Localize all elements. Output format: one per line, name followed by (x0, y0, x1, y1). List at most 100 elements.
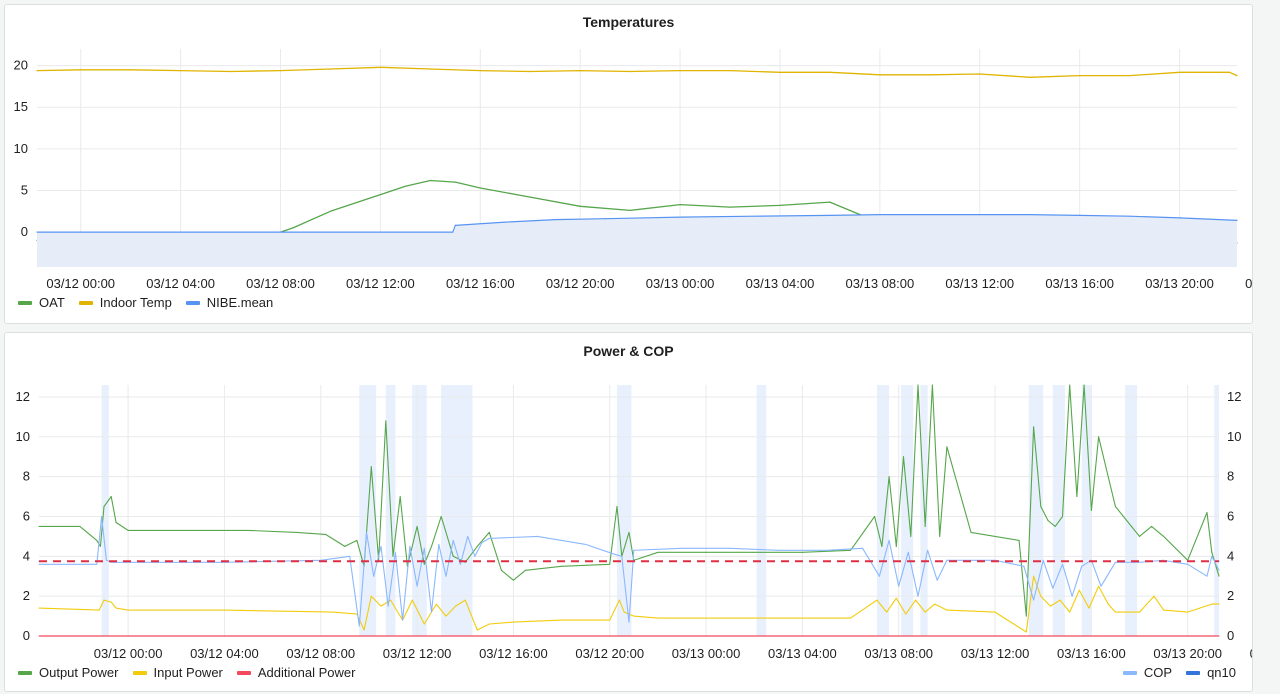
data-point-cop (628, 621, 630, 623)
temperatures-legend: OAT Indoor Temp NIBE.mean (18, 295, 273, 310)
data-point-indoor-temp (429, 68, 431, 70)
legend-item-oat[interactable]: OAT (18, 295, 65, 310)
y-right-tick-label: 8 (1227, 469, 1234, 484)
data-point-output-power (385, 420, 387, 422)
data-point-nibe-mean (1079, 214, 1081, 217)
data-point-input-power (657, 617, 659, 619)
data-point-output-power (524, 569, 526, 571)
data-point-output-power (1090, 510, 1092, 511)
data-point-indoor-temp (180, 70, 182, 72)
data-point-input-power (380, 605, 382, 607)
cop-spike-band (616, 385, 632, 636)
data-point-input-power (609, 619, 611, 621)
y-left-tick-label: 2 (23, 588, 30, 603)
data-point-oat (479, 187, 481, 189)
data-point-nibe-mean (1178, 217, 1181, 219)
data-point-input-power (1025, 631, 1027, 633)
data-point-output-power (1076, 496, 1078, 498)
x-tick-label: 03/13 12:00 (961, 646, 1030, 661)
x-tick-label: 03/12 20:00 (575, 646, 644, 661)
data-point-oat (379, 194, 381, 196)
data-point-cop (402, 619, 404, 621)
data-point-cop (898, 585, 900, 587)
data-point-output-power (356, 539, 358, 541)
legend-swatch (18, 300, 32, 305)
data-point-output-power (1025, 615, 1027, 617)
x-tick-label: 03/13 00:00 (672, 646, 741, 661)
legend-item-cop[interactable]: COP (1122, 665, 1172, 680)
legend-label: Input Power (153, 665, 223, 680)
data-point-output-power (115, 521, 117, 523)
y-tick-label: 20 (14, 58, 28, 73)
data-point-output-power (512, 579, 514, 581)
data-point-output-power (325, 533, 327, 535)
data-point-nibe-mean (879, 213, 881, 216)
legend-swatch (1122, 670, 1137, 675)
data-point-oat (779, 204, 781, 207)
data-point-output-power (103, 506, 105, 508)
data-point-nibe-mean (679, 216, 681, 218)
legend-label: qn10 (1207, 665, 1236, 680)
y-right-tick-label: 2 (1227, 588, 1234, 603)
data-point-input-power (934, 603, 936, 605)
data-point-indoor-temp (379, 66, 381, 68)
legend-swatch (132, 670, 147, 675)
data-point-input-power (363, 629, 365, 631)
legend-item-nibe-mean[interactable]: NIBE.mean (185, 295, 273, 310)
legend-item-output-power[interactable]: Output Power (18, 665, 119, 680)
legend-item-additional-power[interactable]: Additional Power (236, 665, 355, 680)
data-point-input-power (332, 611, 334, 613)
data-point-oat (329, 210, 332, 212)
data-point-output-power (1040, 506, 1042, 508)
data-point-input-power (98, 609, 100, 611)
data-point-indoor-temp (479, 70, 481, 72)
data-point-nibe-mean (36, 231, 38, 233)
data-point-oat (579, 205, 581, 207)
data-point-output-power (881, 545, 883, 547)
data-point-output-power (248, 529, 250, 531)
data-point-indoor-temp (229, 70, 232, 73)
data-point-input-power (801, 617, 803, 619)
data-point-nibe-mean (1129, 215, 1131, 217)
data-point-additional-power (1218, 635, 1220, 637)
y-left-tick-label: 8 (23, 469, 30, 484)
data-point-output-power (452, 555, 454, 557)
data-point-input-power (886, 611, 888, 613)
y-right-tick-label: 12 (1227, 389, 1241, 404)
power-cop-chart: 0 2 4 6 8 10 12 0 2 4 6 8 10 12 03/12 00:00 03/12 04:00… (16, 384, 1252, 661)
series-fill-nibe-mean (37, 214, 1237, 267)
data-point-cop (927, 549, 929, 551)
data-point-output-power (970, 531, 972, 533)
data-point-output-power (609, 563, 611, 565)
data-point-cop (777, 549, 779, 551)
legend-item-indoor-temp[interactable]: Indoor Temp (78, 295, 172, 310)
data-point-qn10 (1218, 560, 1220, 562)
y-right-tick-label: 0 (1227, 628, 1234, 643)
data-point-input-power (705, 617, 707, 619)
y-tick-label: 0 (21, 224, 28, 239)
data-point-indoor-temp (779, 71, 781, 73)
data-point-nibe-mean (454, 224, 456, 226)
legend-item-input-power[interactable]: Input Power (132, 665, 223, 680)
cop-spike-band (1214, 385, 1219, 636)
data-point-indoor-temp (1236, 75, 1238, 77)
data-point-indoor-temp (36, 70, 38, 72)
data-point-output-power (903, 456, 905, 458)
data-point-input-power (753, 617, 755, 619)
data-point-output-power (1163, 535, 1165, 537)
data-point-output-power (1206, 511, 1208, 513)
data-point-indoor-temp (929, 74, 931, 76)
x-tick-label: 03/12 16:00 (446, 276, 515, 291)
cop-spike-band (901, 385, 914, 636)
data-point-output-power (440, 515, 442, 517)
power-legend-right: COP qn10 (1122, 665, 1236, 680)
cop-spike-band (1125, 385, 1138, 636)
data-point-output-power (476, 545, 478, 547)
data-point-nibe-mean (554, 218, 556, 221)
legend-item-qn10[interactable]: qn10 (1186, 665, 1236, 680)
data-point-cop (1211, 555, 1213, 557)
data-point-cop (633, 549, 635, 551)
data-point-oat (429, 179, 431, 182)
data-point-cop (101, 515, 103, 517)
data-point-cop (358, 625, 360, 627)
